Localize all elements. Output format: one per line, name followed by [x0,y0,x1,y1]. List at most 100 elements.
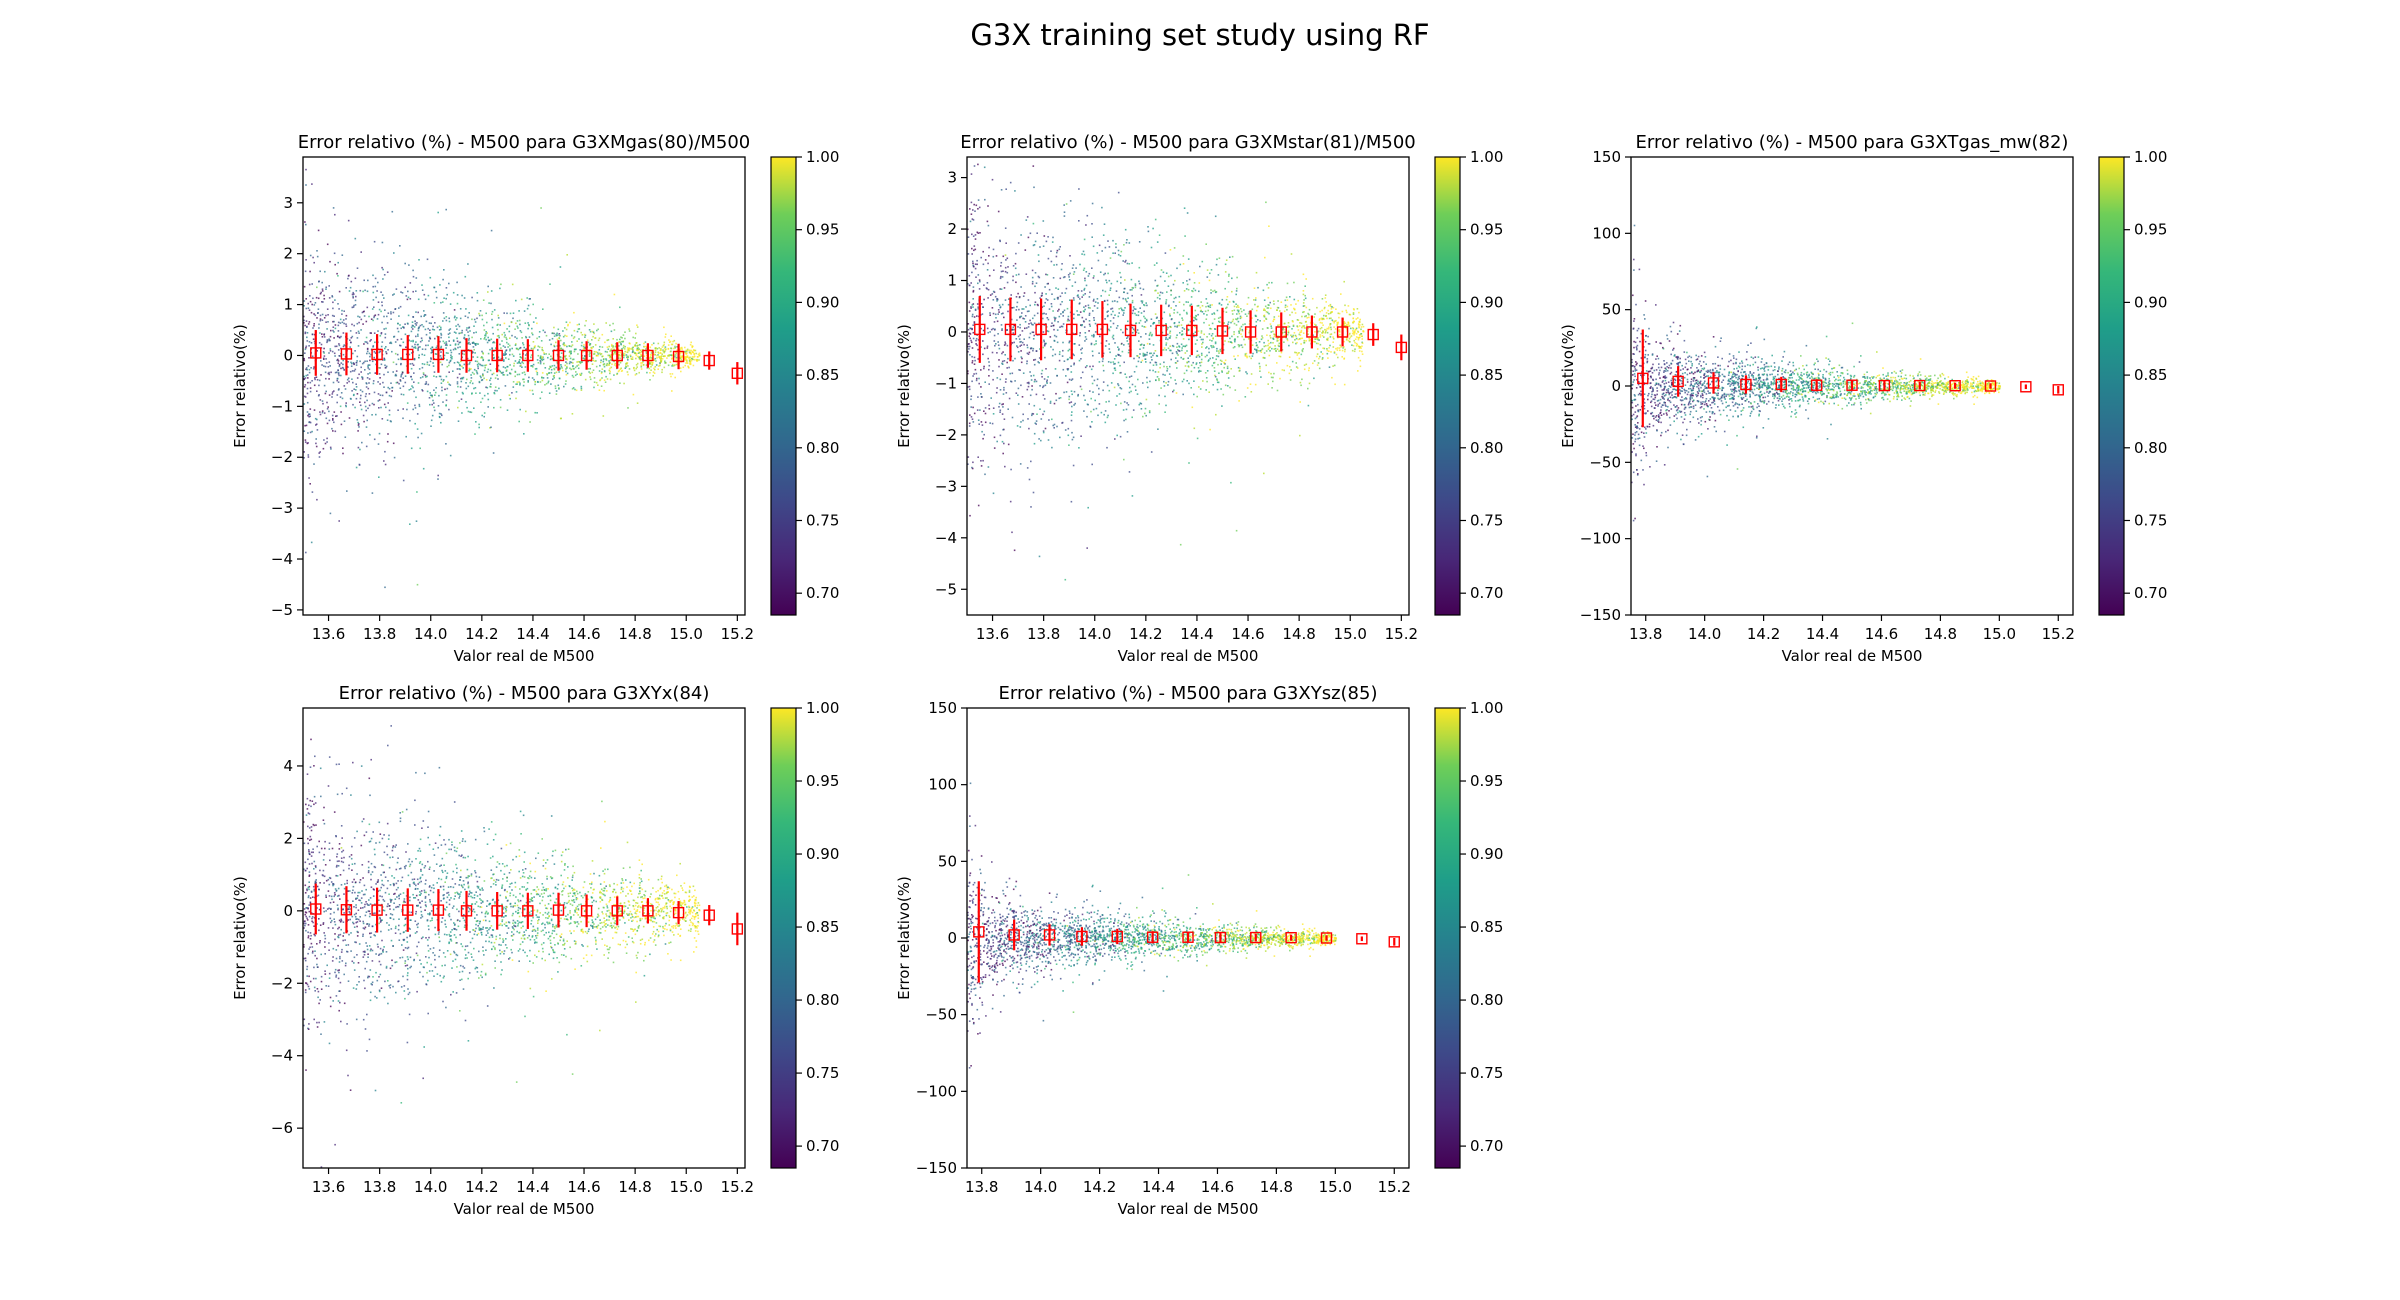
scatter-point [489,369,492,372]
scatter-point [990,51,992,53]
scatter-point [326,422,329,425]
scatter-point [519,384,521,386]
scatter-point [1302,293,1305,296]
scatter-point [1133,357,1135,360]
scatter-point [566,358,568,361]
scatter-point [1118,312,1120,314]
scatter-point [1055,335,1058,338]
scatter-point [595,360,597,362]
scatter-point [1286,282,1289,285]
scatter-point [1273,333,1275,335]
scatter-point [1030,322,1032,324]
scatter-point [532,366,534,368]
scatter-point [1287,330,1290,332]
scatter-point [1333,364,1336,367]
scatter-point [518,420,520,423]
scatter-point [1243,338,1245,341]
scatter-point [422,373,425,376]
scatter-point [463,350,466,353]
scatter-point [622,354,624,356]
scatter-point [1352,312,1355,314]
scatter-point [422,372,425,374]
scatter-point [599,352,601,355]
scatter-point [1092,391,1094,393]
scatter-point [697,356,699,358]
scatter-point [378,399,381,401]
scatter-point [637,356,640,358]
scatter-point [415,290,417,292]
scatter-point [1008,397,1011,400]
scatter-point [425,381,428,383]
scatter-point [664,346,667,348]
scatter-point [1185,311,1188,314]
scatter-point [333,337,335,339]
scatter-point [314,314,317,317]
scatter-point [321,411,324,414]
scatter-point [331,393,334,395]
scatter-point [553,345,556,348]
scatter-point [1286,364,1289,367]
scatter-point [604,350,607,353]
scatter-point [425,382,427,385]
colorbar-tick-label: 0.80 [806,439,839,457]
scatter-point [1309,338,1311,341]
scatter-point [1155,354,1158,357]
scatter-point [1209,327,1211,330]
scatter-point [972,219,975,221]
scatter-point [619,341,621,344]
scatter-point [1057,321,1059,323]
scatter-point [377,393,380,395]
scatter-point [1033,432,1036,435]
scatter-point [1149,331,1152,334]
scatter-point [1284,299,1287,302]
scatter-point [1042,394,1045,396]
scatter-point [659,364,661,367]
scatter-point [390,341,392,344]
scatter-point [558,333,561,335]
scatter-point [1279,310,1281,312]
scatter-point [1031,269,1034,272]
scatter-point [1334,320,1336,322]
scatter-point [541,346,543,349]
scatter-point [1091,375,1093,378]
scatter-point [383,357,385,360]
scatter-point [978,423,980,425]
scatter-point [384,450,386,453]
scatter-point [987,288,990,291]
scatter-point [459,332,462,334]
scatter-point [1210,334,1213,337]
scatter-point [1112,252,1114,254]
scatter-point [1054,353,1057,356]
scatter-point [345,325,348,327]
scatter-point [1011,307,1013,309]
scatter-point [418,326,420,328]
scatter-point [448,336,450,339]
scatter-point [534,411,536,414]
scatter-point [984,198,986,201]
scatter-point [691,357,693,360]
scatter-point [1297,352,1299,355]
scatter-point [1126,292,1129,295]
scatter-point [365,409,367,412]
scatter-point [632,336,634,339]
scatter-point [1263,341,1265,344]
scatter-point [347,219,350,222]
scatter-point [1209,306,1212,308]
scatter-point [1199,362,1201,364]
scatter-point [1015,274,1018,276]
scatter-point [1006,344,1009,347]
scatter-point [541,377,543,379]
scatter-point [980,465,983,467]
scatter-point [315,376,318,378]
scatter-point [1197,313,1199,316]
scatter-point [1268,342,1270,345]
scatter-point [490,302,492,305]
scatter-point [1087,506,1089,509]
scatter-point [375,413,377,416]
scatter-point [597,354,599,357]
scatter-point [331,350,334,353]
scatter-point [1198,356,1201,358]
scatter-point [1204,372,1207,374]
scatter-point [334,299,336,301]
scatter-point [1121,309,1124,312]
